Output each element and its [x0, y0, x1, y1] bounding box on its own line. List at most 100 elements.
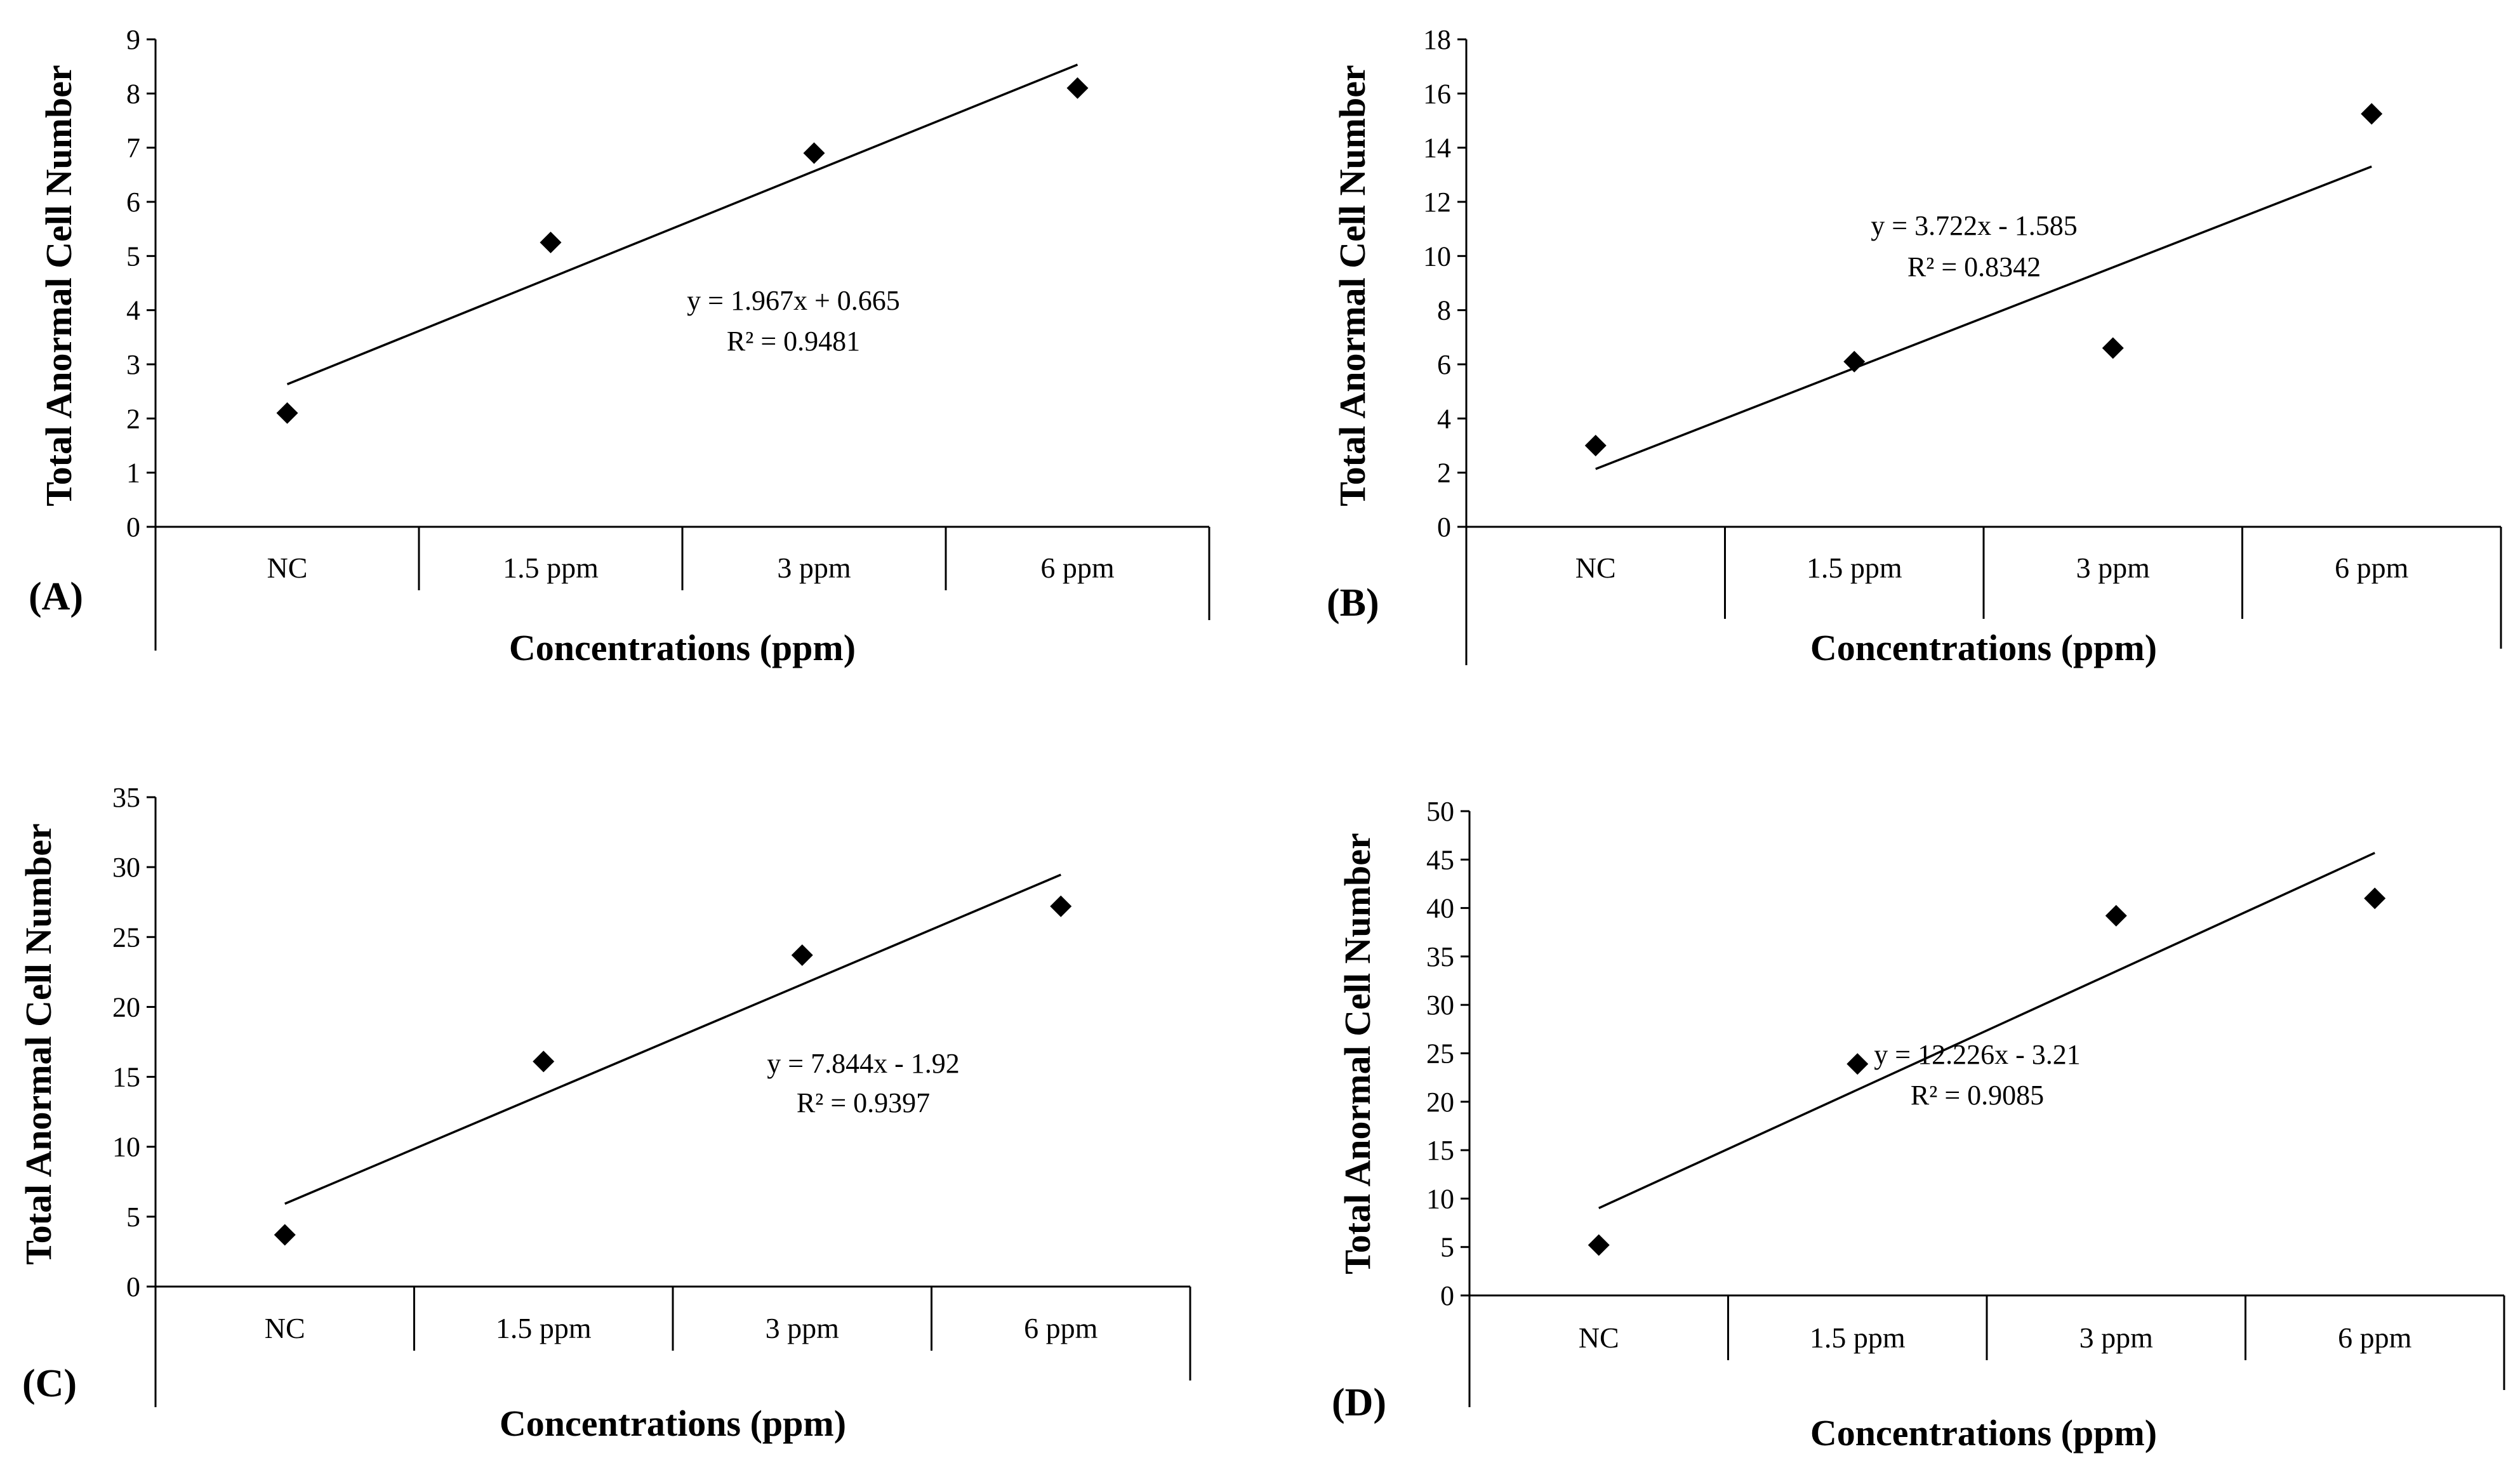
x-category-label: 3 ppm	[2076, 552, 2151, 584]
x-category-label: 6 ppm	[1024, 1312, 1098, 1344]
r-squared-label: R² = 0.9481	[727, 326, 860, 357]
y-tick-label: 10	[1423, 241, 1451, 272]
data-point	[276, 402, 298, 424]
r-squared-label: R² = 0.8342	[1907, 251, 2041, 282]
y-tick-label: 7	[126, 133, 140, 164]
x-category-label: 3 ppm	[766, 1312, 840, 1344]
y-tick-label: 2	[1437, 458, 1451, 489]
y-tick-label: 40	[1426, 893, 1454, 924]
y-tick-label: 50	[1426, 796, 1454, 827]
x-category-label: 6 ppm	[2338, 1321, 2412, 1354]
data-point	[2105, 904, 2127, 927]
chart-panel-b: 0 2 4 6 8 10 12 14 16 18 NC 1.5 ppm 3 ppm 6 ppm y = 3.…	[1327, 24, 2502, 668]
y-tick-label: 5	[1440, 1232, 1454, 1263]
y-axis-title: Total Anormal Cell Number	[1337, 833, 1378, 1274]
x-category-label: 3 ppm	[2079, 1321, 2154, 1354]
data-point	[1050, 895, 1072, 917]
x-category-label: 1.5 ppm	[503, 552, 599, 584]
data-point	[1588, 1234, 1610, 1256]
y-axis-title: Total Anormal Cell Number	[18, 823, 59, 1264]
y-axis-title: Total Anormal Cell Number	[1332, 65, 1373, 506]
trendline	[286, 63, 1078, 386]
panel-label: (A)	[29, 575, 83, 618]
data-point	[803, 142, 825, 164]
panel-label: (D)	[1332, 1381, 1386, 1424]
data-point	[2102, 337, 2124, 359]
data-point	[1843, 350, 1866, 373]
r-squared-label: R² = 0.9085	[1911, 1080, 2044, 1111]
y-tick-label: 8	[126, 78, 140, 109]
y-tick-label: 9	[126, 24, 140, 55]
x-category-label: 6 ppm	[1040, 552, 1115, 584]
y-tick-label: 1	[126, 458, 140, 489]
x-axis-title: Concentrations (ppm)	[1810, 1412, 2157, 1453]
x-category-label: 6 ppm	[2335, 552, 2409, 584]
chart-panel-d: 0 5 10 15 20 25 30 35 40 45 50 NC 1.5 ppm 3 ppm 6 ppm y…	[1332, 796, 2505, 1453]
x-category-label: NC	[267, 552, 308, 584]
data-point	[2364, 887, 2386, 910]
y-tick-label: 0	[126, 512, 140, 543]
data-point	[1066, 77, 1089, 99]
y-tick-label: 15	[112, 1062, 140, 1093]
y-tick-label: 10	[112, 1132, 140, 1163]
y-tick-label: 25	[1426, 1038, 1454, 1069]
y-tick-label: 0	[1437, 512, 1451, 543]
y-tick-label: 30	[1426, 990, 1454, 1021]
data-point	[533, 1050, 555, 1073]
y-tick-label: 12	[1423, 187, 1451, 218]
panel-label: (C)	[22, 1362, 77, 1405]
y-tick-label: 15	[1426, 1135, 1454, 1166]
y-tick-label: 45	[1426, 844, 1454, 875]
y-tick-label: 25	[112, 922, 140, 953]
y-tick-label: 35	[1426, 941, 1454, 972]
y-tick-label: 20	[1426, 1087, 1454, 1118]
data-point	[1584, 435, 1607, 456]
y-tick-label: 4	[1437, 403, 1451, 434]
trendline	[1598, 852, 2375, 1210]
y-tick-label: 6	[126, 187, 140, 218]
data-point	[540, 232, 562, 253]
y-tick-label: 0	[126, 1271, 140, 1302]
y-tick-label: 0	[1440, 1280, 1454, 1311]
y-tick-label: 4	[126, 295, 140, 326]
x-category-label: NC	[1579, 1321, 1619, 1354]
x-axis-title: Concentrations (ppm)	[1810, 627, 2157, 668]
y-tick-label: 16	[1423, 78, 1451, 109]
y-tick-label: 5	[126, 241, 140, 272]
trendline-equation: y = 12.226x - 3.21	[1874, 1039, 2080, 1070]
r-squared-label: R² = 0.9397	[797, 1087, 930, 1118]
x-category-label: 3 ppm	[777, 552, 851, 584]
y-tick-label: 10	[1426, 1183, 1454, 1214]
trendline	[1595, 165, 2372, 470]
x-category-label: 1.5 ppm	[1810, 1321, 1906, 1354]
y-tick-label: 20	[112, 991, 140, 1023]
chart-panel-a: 0 1 2 3 4 5 6 7 8 9 NC 1.5 ppm 3 ppm 6 ppm y = 1.967x …	[29, 24, 1210, 668]
data-point	[1847, 1053, 1869, 1075]
x-category-label: NC	[1575, 552, 1616, 584]
y-tick-label: 30	[112, 852, 140, 883]
y-tick-label: 2	[126, 403, 140, 434]
x-category-label: NC	[265, 1312, 305, 1344]
y-tick-label: 35	[112, 782, 140, 813]
x-axis-title: Concentrations (ppm)	[500, 1403, 846, 1444]
data-point	[274, 1224, 296, 1246]
y-tick-label: 6	[1437, 349, 1451, 380]
y-tick-label: 5	[126, 1202, 140, 1233]
trendline-equation: y = 1.967x + 0.665	[687, 285, 900, 316]
y-tick-label: 8	[1437, 295, 1451, 326]
trendline-equation: y = 7.844x - 1.92	[767, 1048, 959, 1079]
chart-panel-c: 0 5 10 15 20 25 30 35 NC 1.5 ppm 3 ppm 6 ppm y = 7.8…	[18, 782, 1191, 1444]
y-tick-label: 14	[1423, 133, 1451, 164]
panel-label: (B)	[1327, 581, 1379, 625]
x-axis-title: Concentrations (ppm)	[509, 627, 856, 668]
y-axis-title: Total Anormal Cell Number	[38, 65, 79, 506]
y-tick-label: 3	[126, 349, 140, 380]
y-tick-label: 18	[1423, 24, 1451, 55]
trendline	[284, 873, 1061, 1205]
x-category-label: 1.5 ppm	[496, 1312, 592, 1344]
x-category-label: 1.5 ppm	[1807, 552, 1902, 584]
data-point	[791, 944, 813, 966]
data-point	[2361, 103, 2383, 125]
trendline-equation: y = 3.722x - 1.585	[1871, 210, 2077, 241]
